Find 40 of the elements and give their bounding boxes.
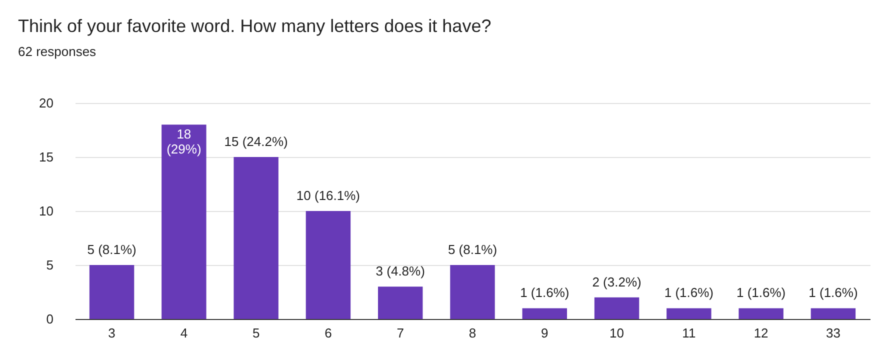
bar xyxy=(89,265,134,319)
data-label: 5 (8.1%) xyxy=(87,242,136,257)
x-tick-label: 6 xyxy=(324,326,332,340)
x-tick-label: 4 xyxy=(180,326,188,340)
data-label: 15 (24.2%) xyxy=(224,134,288,149)
x-tick-label: 11 xyxy=(682,326,696,340)
data-label: 10 (16.1%) xyxy=(296,188,360,203)
bar xyxy=(234,157,278,319)
y-tick-label: 15 xyxy=(39,150,54,164)
data-label: 1 (1.6%) xyxy=(736,285,786,300)
data-label: 1 (1.6%) xyxy=(808,285,858,300)
data-label: 5 (8.1%) xyxy=(448,242,498,257)
bar xyxy=(162,124,206,319)
chart-title: Think of your favorite word. How many letters does it have? xyxy=(18,16,492,36)
x-tick-label: 9 xyxy=(541,326,548,340)
bar xyxy=(666,308,712,319)
chart-subtitle: 62 responses xyxy=(18,44,97,59)
y-tick-label: 20 xyxy=(39,96,54,110)
x-tick-label: 5 xyxy=(252,326,260,340)
y-tick-label: 5 xyxy=(46,258,54,272)
bar xyxy=(522,308,568,319)
data-label: 1 (1.6%) xyxy=(520,285,570,300)
bar xyxy=(594,297,640,319)
x-tick-label: 7 xyxy=(396,326,404,340)
bar xyxy=(450,265,495,319)
x-tick-label: 3 xyxy=(108,326,116,340)
x-tick-label: 10 xyxy=(610,326,624,340)
x-tick-label: 8 xyxy=(468,326,476,340)
bar xyxy=(378,286,423,319)
data-label: 18 (29%) xyxy=(166,126,202,157)
data-label: 1 (1.6%) xyxy=(664,285,714,300)
data-label: 3 (4.8%) xyxy=(376,264,425,279)
y-tick-label: 0 xyxy=(46,312,54,326)
y-tick-label: 10 xyxy=(39,204,54,218)
bar xyxy=(306,211,351,319)
bar xyxy=(810,308,856,319)
bar xyxy=(738,308,784,319)
x-tick-label: 12 xyxy=(754,326,768,340)
data-label: 2 (3.2%) xyxy=(592,274,642,290)
x-tick-label: 33 xyxy=(826,326,840,340)
